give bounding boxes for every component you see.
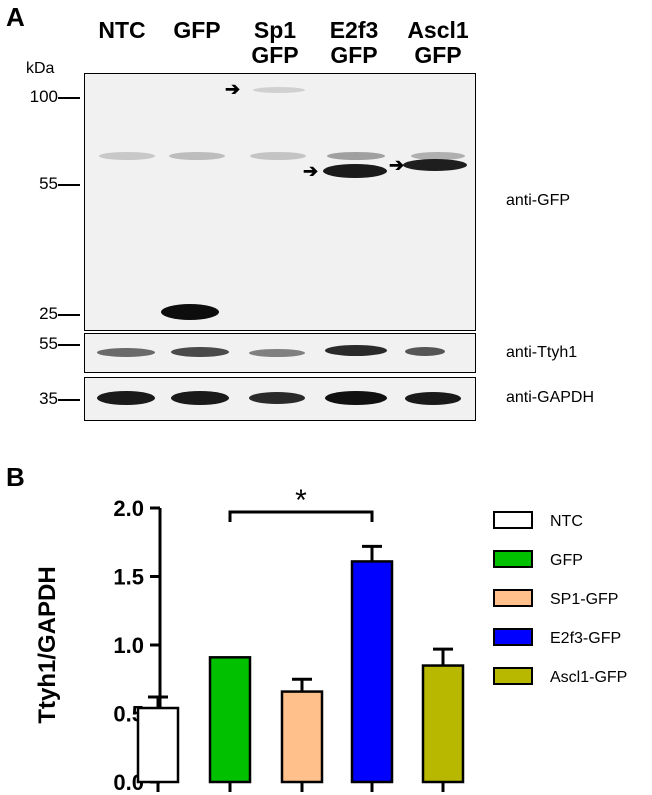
marker-tick [58,184,80,186]
band [171,347,229,357]
marker-tick [58,314,80,316]
lane-label-line2: GFP [251,42,299,68]
y-tick-label: 1.5 [113,565,144,590]
lane-label-ascl1-gfp: Ascl1 GFP [396,18,480,68]
blot-anti-gfp: ➔ ➔ ➔ [84,73,476,331]
band [405,392,461,405]
marker-label: 25 [39,304,58,323]
legend-label: NTC [550,513,583,530]
band-faint [169,152,225,160]
band-faint [99,152,155,160]
band-sp1-gfp [253,87,305,93]
lane-label-sp1-gfp: Sp1 GFP [240,18,310,68]
arrow-right-icon: ➔ [389,155,405,175]
marker-label: 55 [39,174,58,193]
lane-label-ntc: NTC [82,18,162,43]
antibody-label: anti-Ttyh1 [506,344,578,361]
significance-bracket [228,510,374,522]
marker-label: 35 [39,389,58,408]
band [325,391,387,405]
band-e2f3-gfp [323,164,387,178]
y-tick-label: 2.0 [113,496,144,521]
bar-gfp [208,656,252,784]
blot-anti-gapdh [84,377,476,421]
band-faint [411,152,465,160]
lane-label-e2f3-gfp: E2f3 GFP [316,18,392,68]
legend-swatch [493,628,533,646]
marker-tick [58,344,80,346]
legend-swatch [493,589,533,607]
marker-label: 55 [39,334,58,353]
lane-label-line1: GFP [173,17,221,43]
legend-label: E2f3-GFP [550,630,621,647]
bar-ascl1-gfp [421,664,465,784]
band [97,391,155,405]
band [325,345,387,356]
legend-swatch [493,550,533,568]
panel-a-letter: A [6,2,25,32]
y-tick-label: 1.0 [113,633,144,658]
significance-star: * [295,484,307,517]
marker-tick [58,399,80,401]
band [97,348,155,357]
legend-label: GFP [550,552,583,569]
band-faint [250,152,306,160]
chart-legend: NTC GFP SP1-GFP E2f3-GFP Ascl1-GFP [493,511,627,686]
band [249,392,305,404]
bar-e2f3-gfp [350,560,394,784]
band [249,349,305,357]
panel-b-letter: B [6,462,25,492]
legend-label: SP1-GFP [550,591,618,608]
antibody-label: anti-GFP [506,192,571,209]
lane-label-line1: Sp1 [253,17,297,43]
band [171,391,229,405]
arrow-right-icon: ➔ [225,79,241,99]
arrow-right-icon: ➔ [303,161,319,181]
band-gfp-free [161,304,219,320]
bar-ntc [136,706,180,784]
lane-label-gfp: GFP [157,18,237,43]
band-faint [327,152,385,160]
lane-label-line1: NTC [98,17,146,43]
chart-bars: * [136,484,465,784]
blot-anti-ttyh1 [84,333,476,373]
lane-label-line2: GFP [330,42,378,68]
marker-tick [58,97,80,99]
legend-swatch [493,667,533,685]
y-axis-title: Ttyh1/GAPDH [34,566,61,723]
kda-label: kDa [26,60,55,77]
lane-label-line1: E2f3 [329,17,379,43]
band-ascl1-gfp [403,159,467,171]
legend-swatch [493,511,533,529]
antibody-label: anti-GAPDH [506,389,595,406]
marker-label: 100 [29,87,58,106]
lane-label-line1: Ascl1 [407,17,469,43]
lane-label-line2: GFP [414,42,462,68]
band [405,347,445,356]
bar-sp1-gfp [280,690,324,784]
legend-label: Ascl1-GFP [550,669,627,686]
